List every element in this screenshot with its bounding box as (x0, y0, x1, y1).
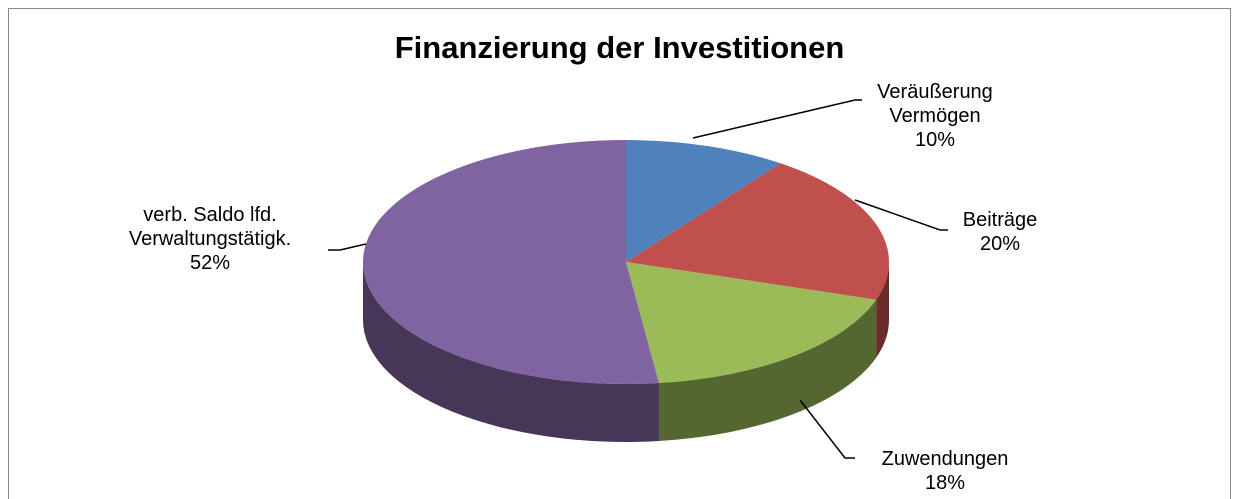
data-label: verb. Saldo lfd. Verwaltungstätigk. 52% (95, 203, 325, 275)
leader-line (799, 399, 855, 459)
pie (362, 140, 889, 442)
value-label: 52% (189, 252, 231, 274)
slice-side (658, 299, 877, 442)
leader-line (854, 199, 948, 231)
value-label: 20% (979, 233, 1021, 255)
value-label: 18% (924, 472, 966, 494)
category-label: verb. Saldo lfd. Verwaltungstätigk. (128, 204, 292, 250)
leader-lines (328, 99, 948, 459)
value-label: 10% (914, 129, 956, 151)
slice (363, 140, 659, 385)
slice-side (876, 262, 889, 358)
slice (626, 140, 781, 262)
data-label: Beiträge 20% (935, 208, 1065, 256)
leader-line (692, 99, 862, 139)
data-label: Zuwendungen 18% (835, 447, 1055, 495)
category-label: Beiträge (962, 209, 1038, 231)
category-label: Zuwendungen (881, 448, 1009, 470)
leader-line (328, 243, 367, 251)
category-label: Veräußerung Vermögen (877, 81, 993, 127)
slice-side (362, 262, 659, 442)
data-label: Veräußerung Vermögen 10% (860, 80, 1010, 152)
slice (626, 163, 889, 300)
chart-title: Finanzierung der Investitionen (394, 30, 845, 65)
slice (626, 262, 877, 384)
